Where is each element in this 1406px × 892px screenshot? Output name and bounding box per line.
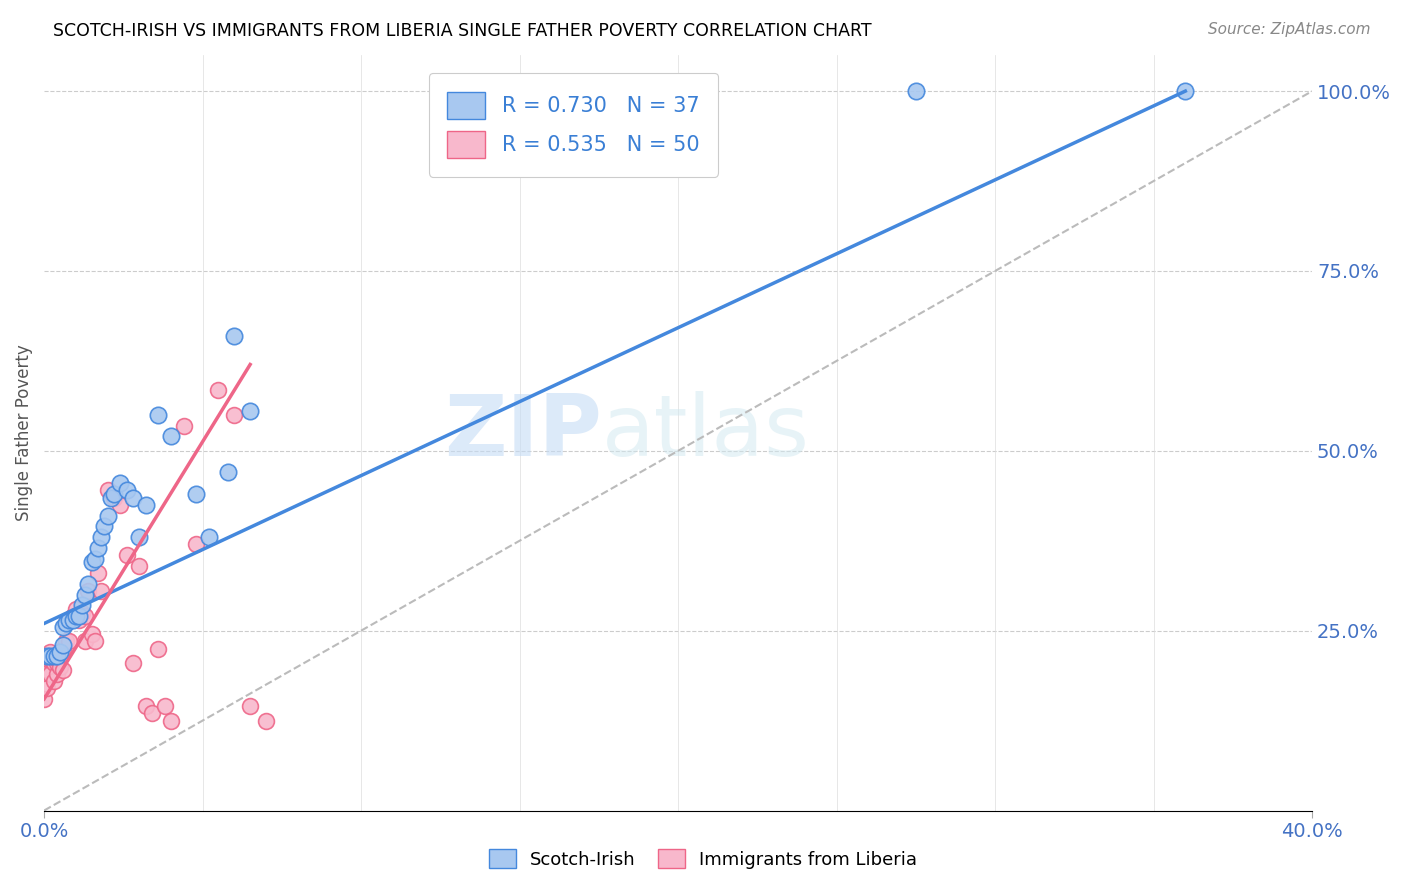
Legend: R = 0.730   N = 37, R = 0.535   N = 50: R = 0.730 N = 37, R = 0.535 N = 50 — [429, 73, 718, 177]
Point — [45, 648, 67, 663]
Point — [37, 681, 59, 696]
Point — [122, 491, 145, 505]
Point — [135, 699, 157, 714]
Point — [239, 404, 262, 418]
Point — [148, 641, 170, 656]
Point — [103, 491, 125, 505]
Point — [160, 714, 183, 728]
Point — [207, 383, 229, 397]
Point — [45, 666, 67, 681]
Point — [55, 616, 77, 631]
Point — [224, 328, 246, 343]
Point — [70, 606, 93, 620]
Point — [90, 584, 112, 599]
Point — [108, 476, 131, 491]
Point — [75, 634, 97, 648]
Point — [128, 530, 150, 544]
Point — [115, 548, 138, 562]
Point — [49, 645, 72, 659]
Point — [160, 429, 183, 443]
Point — [67, 609, 90, 624]
Point — [45, 656, 67, 670]
Point — [75, 588, 97, 602]
Point — [186, 537, 208, 551]
Point — [55, 634, 77, 648]
Point — [62, 609, 84, 624]
Point — [93, 519, 115, 533]
Text: SCOTCH-IRISH VS IMMIGRANTS FROM LIBERIA SINGLE FATHER POVERTY CORRELATION CHART: SCOTCH-IRISH VS IMMIGRANTS FROM LIBERIA … — [53, 22, 872, 40]
Point — [217, 466, 239, 480]
Point — [75, 609, 97, 624]
Point — [198, 530, 221, 544]
Point — [96, 508, 118, 523]
Y-axis label: Single Father Poverty: Single Father Poverty — [15, 344, 32, 521]
Point — [49, 648, 72, 663]
Point — [77, 577, 100, 591]
Point — [55, 616, 77, 631]
Point — [67, 613, 90, 627]
Point — [45, 652, 67, 666]
Point — [224, 408, 246, 422]
Text: Source: ZipAtlas.com: Source: ZipAtlas.com — [1208, 22, 1371, 37]
Legend: Scotch-Irish, Immigrants from Liberia: Scotch-Irish, Immigrants from Liberia — [482, 842, 924, 876]
Point — [39, 666, 62, 681]
Point — [52, 620, 75, 634]
Point — [83, 551, 105, 566]
Point — [90, 530, 112, 544]
Text: ZIP: ZIP — [444, 392, 602, 475]
Point — [70, 599, 93, 613]
Point — [153, 699, 176, 714]
Point — [42, 648, 65, 663]
Point — [52, 641, 75, 656]
Text: atlas: atlas — [602, 392, 810, 475]
Point — [239, 699, 262, 714]
Point — [37, 663, 59, 677]
Point — [87, 541, 110, 555]
Point — [122, 656, 145, 670]
Point — [254, 714, 277, 728]
Point — [39, 652, 62, 666]
Point — [128, 558, 150, 573]
Point — [186, 487, 208, 501]
Point — [77, 584, 100, 599]
Point — [42, 656, 65, 670]
Point — [62, 613, 84, 627]
Point — [39, 645, 62, 659]
Point — [65, 602, 87, 616]
Point — [37, 648, 59, 663]
Point — [42, 673, 65, 688]
Point — [148, 408, 170, 422]
Point — [52, 638, 75, 652]
Point — [135, 498, 157, 512]
Point — [96, 483, 118, 498]
Point — [115, 483, 138, 498]
Point — [100, 491, 122, 505]
Point — [42, 648, 65, 663]
Point — [49, 645, 72, 659]
Point — [80, 555, 103, 569]
Point — [141, 706, 163, 721]
Point — [32, 692, 55, 706]
Point — [83, 634, 105, 648]
Point — [65, 609, 87, 624]
Point — [37, 652, 59, 666]
Point — [904, 84, 927, 98]
Point — [80, 627, 103, 641]
Point — [39, 648, 62, 663]
Point — [52, 663, 75, 677]
Point — [103, 487, 125, 501]
Point — [173, 418, 195, 433]
Point — [87, 566, 110, 581]
Point — [58, 613, 80, 627]
Point — [58, 634, 80, 648]
Point — [49, 659, 72, 673]
Point — [1174, 84, 1197, 98]
Point — [108, 498, 131, 512]
Point — [39, 648, 62, 663]
